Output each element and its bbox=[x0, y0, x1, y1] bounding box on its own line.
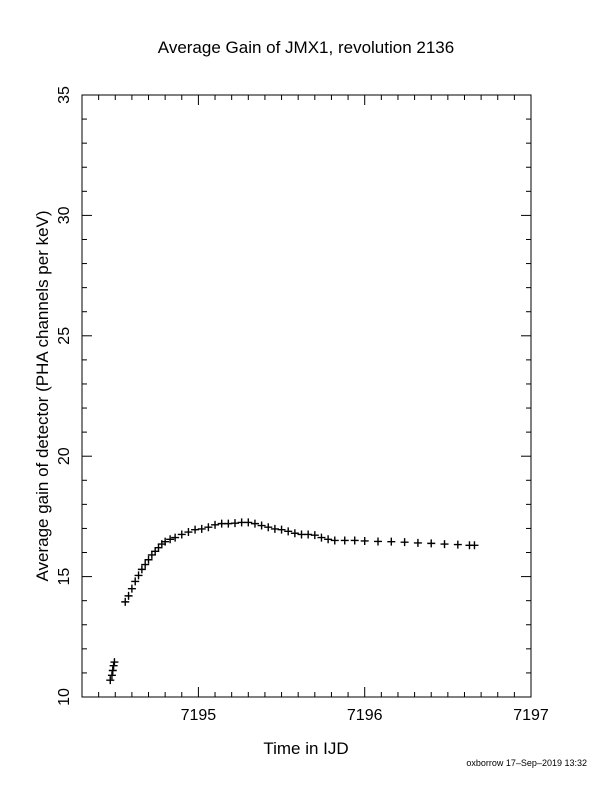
data-point bbox=[427, 539, 436, 548]
data-point bbox=[440, 540, 449, 549]
data-point bbox=[317, 533, 326, 542]
data-point bbox=[324, 535, 333, 544]
data-point bbox=[144, 555, 153, 564]
y-tick-label: 15 bbox=[56, 568, 73, 586]
data-point bbox=[191, 525, 200, 534]
data-point bbox=[177, 530, 186, 539]
x-tick-label: 7196 bbox=[347, 707, 383, 724]
y-tick-label: 20 bbox=[56, 447, 73, 465]
data-point bbox=[290, 529, 299, 538]
data-point bbox=[350, 536, 359, 545]
y-tick-label: 10 bbox=[56, 688, 73, 706]
data-point bbox=[127, 584, 136, 593]
data-point bbox=[161, 537, 170, 546]
x-tick-label: 7197 bbox=[513, 707, 549, 724]
data-point bbox=[277, 525, 286, 534]
plot-frame bbox=[81, 94, 532, 698]
data-point bbox=[264, 523, 273, 532]
x-tick-label: 7195 bbox=[181, 707, 217, 724]
data-point bbox=[413, 538, 422, 547]
data-point bbox=[230, 519, 239, 528]
data-point bbox=[387, 537, 396, 546]
data-point bbox=[124, 591, 133, 600]
data-point bbox=[211, 520, 220, 529]
data-point bbox=[166, 535, 175, 544]
axis-ticks bbox=[81, 94, 532, 698]
data-point bbox=[340, 536, 349, 545]
data-point bbox=[110, 658, 119, 667]
data-point bbox=[134, 571, 143, 580]
y-tick-label: 30 bbox=[56, 206, 73, 224]
data-point bbox=[330, 536, 339, 545]
y-axis-label: Average gain of detector (PHA channels p… bbox=[33, 210, 52, 581]
data-point bbox=[184, 528, 193, 537]
data-point bbox=[107, 671, 116, 680]
data-point bbox=[250, 519, 259, 528]
axis-tick-labels: 10 15 20 25 30 35 7195 7196 7197 bbox=[56, 86, 549, 724]
data-point bbox=[137, 565, 146, 574]
data-point bbox=[109, 661, 118, 670]
chart-title: Average Gain of JMX1, revolution 2136 bbox=[158, 38, 454, 57]
y-tick-label: 25 bbox=[56, 327, 73, 345]
data-point bbox=[400, 538, 409, 547]
data-point bbox=[270, 524, 279, 533]
data-point bbox=[257, 521, 266, 530]
y-tick-label: 35 bbox=[56, 86, 73, 104]
data-point bbox=[121, 597, 130, 606]
data-point bbox=[453, 540, 462, 549]
data-point bbox=[108, 666, 117, 675]
data-point bbox=[304, 530, 313, 539]
data-point bbox=[197, 524, 206, 533]
data-point bbox=[284, 527, 293, 536]
data-point bbox=[470, 541, 479, 550]
data-point bbox=[171, 533, 180, 542]
data-point bbox=[141, 560, 150, 569]
data-point bbox=[244, 518, 253, 527]
data-point bbox=[360, 536, 369, 545]
data-points bbox=[106, 518, 479, 685]
data-point bbox=[374, 537, 383, 546]
data-point bbox=[131, 577, 140, 586]
footer-credit: oxborrow 17–Sep–2019 13:32 bbox=[466, 758, 587, 768]
data-point bbox=[204, 523, 213, 532]
x-axis-label: Time in IJD bbox=[263, 739, 348, 758]
data-point bbox=[310, 531, 319, 540]
data-point bbox=[106, 676, 115, 685]
